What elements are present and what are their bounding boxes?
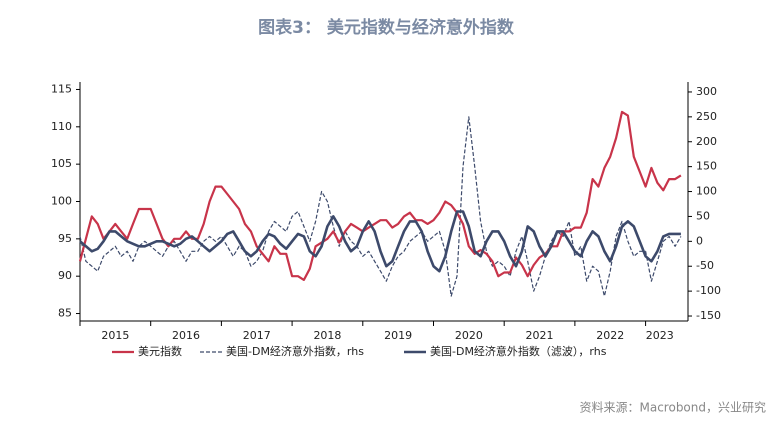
y-tick-label: 105 — [51, 157, 72, 170]
y2-tick-label: 0 — [696, 234, 703, 247]
source: 资料来源：Macrobond，兴业研究 — [580, 400, 767, 415]
x-tick-label: 2019 — [384, 329, 412, 342]
y2-tick-label: 200 — [696, 135, 717, 148]
legend-label: 美国-DM经济意外指数（滤波），rhs — [430, 344, 607, 358]
x-tick-label: 2016 — [172, 329, 200, 342]
y-tick-label: 110 — [51, 120, 72, 133]
x-tick-label: 2015 — [101, 329, 129, 342]
series-line — [78, 110, 682, 281]
x-tick-label: 2017 — [243, 329, 271, 342]
y2-tick-label: 50 — [696, 209, 710, 222]
legend-label: 美国-DM经济意外指数，rhs — [226, 344, 364, 358]
x-tick-label: 2018 — [313, 329, 341, 342]
y-tick-label: 85 — [58, 307, 72, 320]
y2-tick-label: 250 — [696, 110, 717, 123]
y2-tick-label: -150 — [696, 309, 721, 322]
chart-title: 图表3： 美元指数与经济意外指数 — [258, 17, 515, 38]
x-tick-label: 2022 — [596, 329, 624, 342]
x-tick-label: 2020 — [455, 329, 483, 342]
legend-label: 美元指数 — [138, 344, 182, 358]
y2-tick-label: 100 — [696, 185, 717, 198]
y2-tick-label: -100 — [696, 284, 721, 297]
x-tick-label: 2021 — [526, 329, 554, 342]
series-line — [79, 210, 681, 273]
y-tick-label: 100 — [51, 195, 72, 208]
y2-tick-label: 300 — [696, 85, 717, 98]
y2-tick-label: 150 — [696, 160, 717, 173]
y-tick-label: 90 — [58, 269, 72, 282]
y2-tick-label: -50 — [696, 259, 714, 272]
y-tick-label: 95 — [58, 232, 72, 245]
series-line — [79, 116, 682, 297]
y-tick-label: 115 — [51, 82, 72, 95]
x-tick-label: 2023 — [646, 329, 674, 342]
